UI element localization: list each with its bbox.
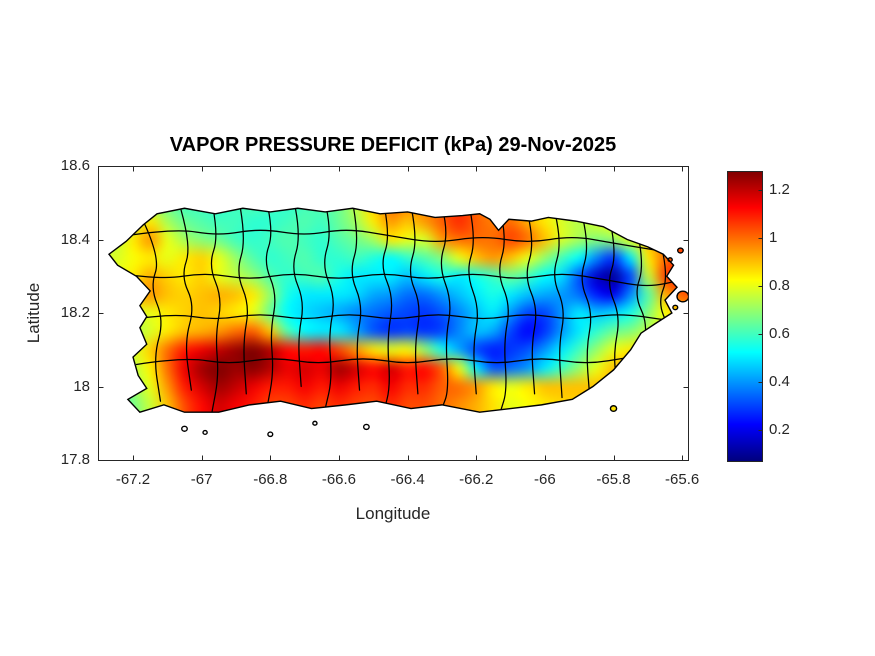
y-tick-label: 17.8 [60, 451, 90, 468]
y-tick-label: 18 [73, 377, 90, 395]
y-tick-label: 18.6 [60, 157, 90, 174]
y-tick-label: 18.2 [60, 304, 90, 321]
x-tick-label: -66.4 [390, 471, 425, 488]
chart-title: VAPOR PRESSURE DEFICIT (kPa) 29-Nov-2025 [169, 134, 617, 156]
colorbar-tick-label: 0.8 [769, 277, 790, 295]
colorbar-tick-label: 0.6 [769, 324, 790, 342]
colorbar-tick-label: 1 [769, 229, 778, 247]
x-tick-label: -66 [534, 471, 556, 488]
x-tick-label: -66.2 [459, 471, 494, 488]
colorbar-tick-label: 0.2 [769, 420, 790, 438]
x-tick-label: -67.2 [115, 471, 151, 488]
x-axis-label: Longitude [355, 504, 431, 523]
x-tick-label: -65.8 [596, 471, 631, 488]
x-tick-label: -66.6 [321, 471, 357, 488]
colorbar-tick-label: 0.4 [769, 372, 790, 390]
x-tick-label: -67 [190, 471, 213, 488]
x-tick-label: -65.6 [665, 471, 700, 488]
colorbar-tick-label: 1.2 [769, 181, 790, 199]
x-tick-label: -66.8 [253, 471, 288, 488]
y-tick-label: 18.4 [60, 230, 90, 248]
